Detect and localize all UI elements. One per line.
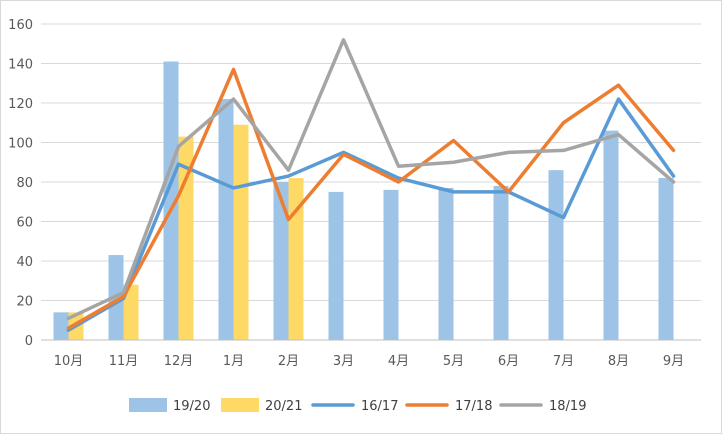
y-tick-label: 60: [16, 216, 33, 231]
line-17-18: [66, 67, 676, 330]
x-tick-label: 8月: [608, 354, 629, 369]
bar-20-21: [233, 124, 249, 340]
x-tick-label: 5月: [443, 354, 464, 369]
x-tick-label: 4月: [388, 354, 409, 369]
bar-19-20: [493, 185, 509, 340]
x-tick-label: 3月: [333, 354, 354, 369]
bar-19-20: [273, 182, 289, 340]
bar-19-20: [658, 178, 674, 340]
y-tick-label: 0: [25, 334, 33, 349]
legend-swatch-19-20: [129, 398, 167, 412]
legend-label: 16/17: [361, 399, 398, 414]
line-16-17: [66, 97, 676, 332]
y-tick-label: 80: [16, 176, 33, 191]
bar-19-20: [548, 170, 564, 340]
legend-label: 19/20: [173, 399, 210, 414]
legend: 19/20 20/21 16/17 17/18 18/19: [129, 398, 586, 414]
bar-20-21: [288, 178, 304, 340]
x-tick-label: 2月: [278, 354, 299, 369]
legend-label: 18/19: [549, 399, 586, 414]
y-tick-label: 40: [16, 255, 33, 270]
x-tick-label: 12月: [164, 354, 194, 369]
y-tick-label: 140: [8, 58, 33, 73]
bar-19-20: [603, 130, 619, 340]
x-tick-label: 9月: [663, 354, 684, 369]
y-tick-label: 120: [8, 97, 33, 112]
bar-19-20: [163, 61, 179, 341]
bar-19-20: [218, 99, 234, 340]
axes: 0 20 40 60 80 100 120 140 160 10月 11月 12月 1月 2月 3月 4月 5月…: [8, 18, 701, 369]
bar-20-21: [123, 284, 139, 340]
legend-label: 17/18: [455, 399, 492, 414]
y-tick-label: 160: [8, 18, 33, 33]
bars: [53, 61, 674, 341]
x-tick-label: 6月: [498, 354, 519, 369]
x-tick-label: 11月: [109, 354, 139, 369]
bar-19-20: [53, 312, 69, 340]
x-tick-label: 1月: [223, 354, 244, 369]
legend-label: 20/21: [265, 399, 302, 414]
lines: [66, 38, 676, 332]
y-tick-label: 100: [8, 137, 33, 152]
y-tick-label: 20: [16, 295, 33, 310]
bar-19-20: [328, 191, 344, 340]
x-tick-label: 7月: [553, 354, 574, 369]
bar-19-20: [438, 187, 454, 340]
legend-swatch-20-21: [221, 398, 259, 412]
x-tick-label: 10月: [54, 354, 84, 369]
line-18-19: [66, 38, 676, 321]
bar-19-20: [383, 189, 399, 340]
